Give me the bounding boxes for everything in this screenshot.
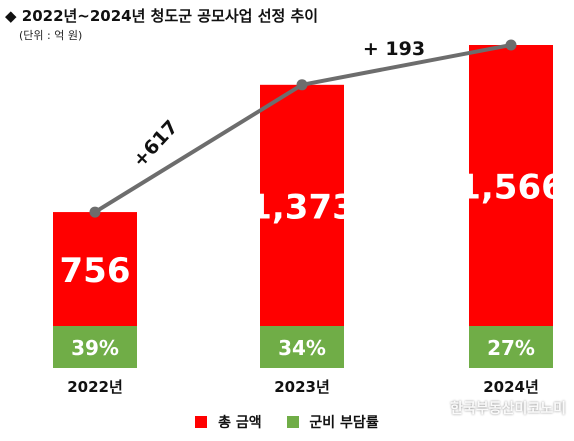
bar-share-3 xyxy=(469,326,553,368)
bar-total-1 xyxy=(53,212,137,326)
share-label-1: 39% xyxy=(71,336,119,360)
share-label-2: 34% xyxy=(278,336,326,360)
bar-share-1 xyxy=(53,326,137,368)
legend-label-total: 총 금액 xyxy=(218,415,262,431)
trend-point-3 xyxy=(505,39,517,51)
legend-item-share: 군비 부담률 xyxy=(286,412,379,432)
category-label-3: 2024년 xyxy=(483,378,539,396)
bar-share-2 xyxy=(260,326,344,368)
watermark: 한국부동산미코노미 xyxy=(450,401,566,417)
legend-label-share: 군비 부담률 xyxy=(309,415,379,431)
category-label-1: 2022년 xyxy=(67,378,123,396)
trend-point-1 xyxy=(89,206,101,218)
total-label-3: 1,566 xyxy=(457,168,565,208)
legend: 총 금액 군비 부담률 xyxy=(0,412,574,432)
legend-swatch-total xyxy=(195,416,208,428)
legend-item-total: 총 금액 xyxy=(195,412,262,432)
total-label-2: 1,373 xyxy=(248,187,356,227)
increase-label-2: + 193 xyxy=(363,38,425,60)
chart-title: ◆ 2022년~2024년 청도군 공모사업 선정 추이 xyxy=(5,7,319,25)
legend-swatch-share xyxy=(286,416,299,428)
trend-point-2 xyxy=(296,79,308,91)
bar-total-2 xyxy=(260,84,344,326)
unit-label: (단위 : 억 원) xyxy=(19,29,83,42)
share-label-3: 27% xyxy=(487,336,535,360)
bar-total-3 xyxy=(469,45,553,326)
category-label-2: 2023년 xyxy=(274,378,330,396)
total-label-1: 756 xyxy=(60,251,131,291)
